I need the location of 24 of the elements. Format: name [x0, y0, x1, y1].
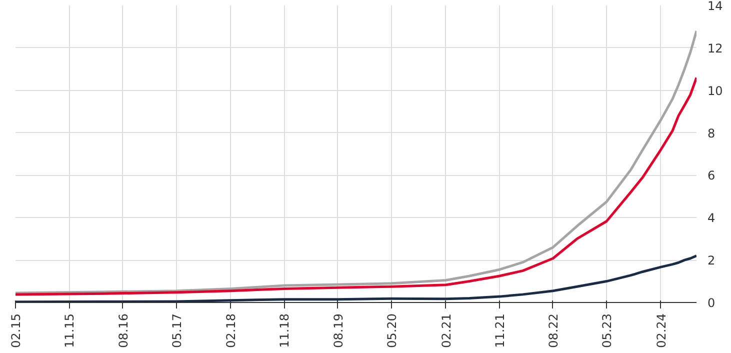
x-tick-label: 08.22 [546, 313, 560, 348]
line-series [16, 76, 696, 296]
x-tick-label: 02.15 [9, 313, 23, 348]
x-tick-label: 02.18 [224, 313, 238, 348]
x-tick-label: 02.24 [654, 313, 668, 348]
x-tick-label: 11.21 [492, 313, 507, 348]
x-tick-label: 02.21 [439, 313, 454, 348]
y-tick-label: 10 [708, 84, 723, 98]
y-tick-label: 6 [708, 168, 716, 183]
x-tick-label: 11.18 [278, 313, 292, 348]
line-series [16, 30, 696, 294]
x-tick-label: 08.19 [331, 313, 346, 348]
x-tick-label: 11.15 [62, 313, 77, 348]
x-tick-label: 05.20 [385, 313, 400, 348]
y-tick-label: 4 [708, 211, 716, 226]
y-tick-label: 8 [708, 126, 716, 140]
y-tick-label: 0 [708, 296, 716, 310]
y-tick-label: 14 [708, 0, 723, 13]
y-tick-label: 12 [708, 41, 723, 56]
x-tick-label: 08.16 [116, 313, 130, 348]
line-series [16, 254, 696, 302]
x-tick-label: 05.23 [600, 313, 614, 348]
x-tick-label: 05.17 [170, 313, 184, 348]
y-tick-label: 2 [708, 254, 716, 268]
